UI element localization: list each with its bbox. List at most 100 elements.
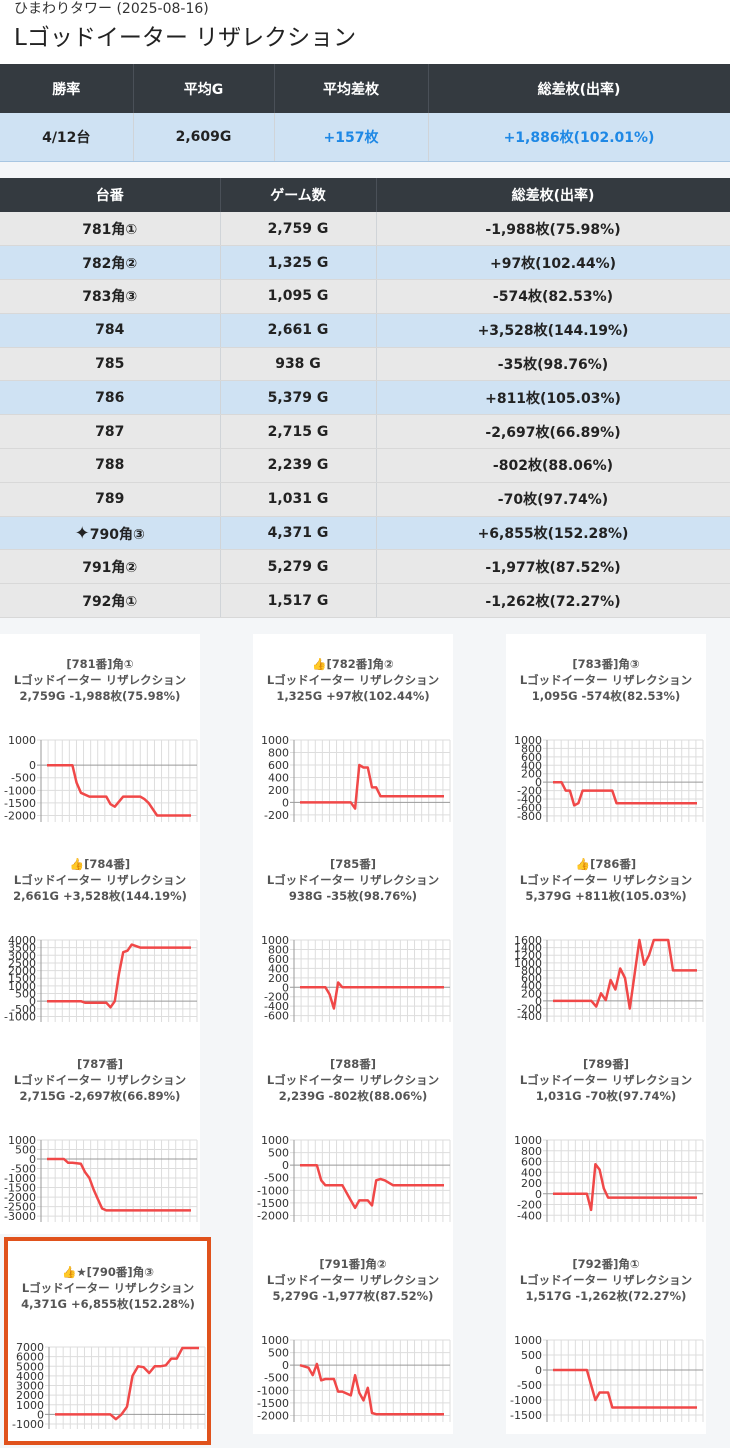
sparkle-icon: ✦ [74,522,90,544]
y-tick-label: 1000 [8,734,36,747]
chart-machine-name: Lゴッドイーター リザレクション [266,1073,440,1087]
y-tick-label: 400 [268,771,289,784]
table-row[interactable]: ✦790角③ 4,371 G +6,855枚(152.28%) [0,516,730,551]
line-chart: 40003500300025002000150010005000-500-100… [4,934,198,1023]
y-tick-label: -2000 [257,1409,289,1422]
table-row[interactable]: 787 2,715 G -2,697枚(66.89%) [0,414,730,450]
chart-machine-name: Lゴッドイーター リザレクション [13,1073,187,1087]
diff-cell: -1,262枚(72.27%) [376,583,730,619]
y-tick-label: 1000 [261,1334,289,1347]
y-tick-label: 3500 [8,942,36,955]
y-tick-label: -1000 [257,1184,289,1197]
series-line [553,1368,697,1409]
y-tick-label: 800 [521,742,542,755]
chart-unit-label: 👍[784番] [69,857,131,871]
table-row[interactable]: 785 938 G -35枚(98.76%) [0,347,730,382]
y-tick-label: -400 [517,793,542,806]
line-chart: 1000 0-500-1000-1500-2000 [4,734,198,822]
chart-stats: 5,279G -1,977枚(87.52%) [272,1289,434,1303]
chart-unit-label: 👍★[790番]角③ [62,1265,154,1279]
chart-card[interactable]: [783番]角③ Lゴッドイーター リザレクション 1,095G -574枚(82.… [506,634,706,834]
chart-machine-name: Lゴッドイーター リザレクション [519,1273,693,1287]
diff-cell: -1,977枚(87.52%) [376,549,730,585]
y-tick-label: -500 [264,1172,289,1185]
series-line [299,1362,444,1416]
y-tick-label: 800 [268,746,289,759]
chart-card[interactable]: [788番] Lゴッドイーター リザレクション 2,239G -802枚(88.06… [253,1034,453,1234]
table-row[interactable]: 788 2,239 G -802枚(88.06%) [0,448,730,483]
table-row[interactable]: 784 2,661 G +3,528枚(144.19%) [0,313,730,348]
y-tick-label: 400 [521,759,542,772]
chart-card[interactable]: [785番] Lゴッドイーター リザレクション 938G -35枚(98.76%) 1… [253,834,453,1034]
unit-cell: 791角② [0,549,221,585]
y-tick-label: 0 [282,796,289,809]
y-tick-label: -1000 [510,1394,542,1407]
diff-cell: -1,988枚(75.98%) [376,212,730,247]
chart-unit-label: [789番] [582,1057,630,1071]
chart-stats: 2,715G -2,697枚(66.89%) [19,1089,181,1103]
table-row[interactable]: 792角① 1,517 G -1,262枚(72.27%) [0,583,730,619]
y-tick-label: 500 [268,1347,289,1360]
chart-card[interactable]: [789番] Lゴッドイーター リザレクション 1,031G -70枚(97.74%… [506,1034,706,1234]
y-tick-label: 400 [521,980,542,993]
y-tick-label: 200 [521,1177,542,1190]
summary-table: 勝率 平均G 平均差枚 総差枚(出率) 4/12台 2,609G +157枚 +… [0,64,730,162]
chart-card[interactable]: 👍[782番]角② Lゴッドイーター リザレクション 1,325G +97枚(102… [253,634,453,834]
y-tick-label: 1200 [514,949,542,962]
y-tick-label: 3000 [8,949,36,962]
series-line [553,938,697,1010]
y-tick-label: 0 [282,1159,289,1172]
chart-card[interactable]: [791番]角② Lゴッドイーター リザレクション 5,279G -1,977枚(8… [253,1234,453,1434]
y-tick-label: 800 [521,964,542,977]
y-tick-label: -200 [517,1002,542,1015]
chart-machine-name: Lゴッドイーター リザレクション [266,873,440,887]
y-tick-label: 0 [37,1408,44,1421]
y-tick-label: -400 [264,1000,289,1013]
games-cell: 1,031 G [220,482,377,517]
chart-card[interactable]: 👍★[790番]角③ Lゴッドイーター リザレクション 4,371G +6,855枚… [8,1241,208,1441]
summary-avg-games: 2,609G [133,113,275,162]
table-row[interactable]: 791角② 5,279 G -1,977枚(87.52%) [0,549,730,585]
table-row[interactable]: 781角① 2,759 G -1,988枚(75.98%) [0,212,730,247]
series-line [553,1162,697,1212]
y-tick-label: -600 [517,801,542,814]
y-tick-label: -500 [11,772,36,785]
y-tick-label: -2500 [4,1201,36,1214]
chart-card[interactable]: [787番] Lゴッドイーター リザレクション 2,715G -2,697枚(66.… [0,1034,200,1234]
table-row[interactable]: 783角③ 1,095 G -574枚(82.53%) [0,279,730,314]
series-line [300,1163,444,1210]
games-cell: 5,279 G [220,549,377,585]
summary-header: 総差枚(出率) [428,64,730,113]
chart-card[interactable]: [792番]角① Lゴッドイーター リザレクション 1,517G -1,262枚(7… [506,1234,706,1434]
table-row[interactable]: 789 1,031 G -70枚(97.74%) [0,482,730,517]
y-tick-label: -1000 [4,784,36,797]
y-tick-label: -500 [11,1003,36,1016]
summary-win-rate: 4/12台 [0,113,134,162]
chart-card[interactable]: 👍[786番] Lゴッドイーター リザレクション 5,379G +811枚(105.… [506,834,706,1034]
y-tick-label: -1000 [257,1384,289,1397]
machine-header-row: 台番 ゲーム数 総差枚(出率) [0,178,730,212]
y-tick-label: -200 [264,809,289,822]
diff-cell: +811枚(105.03%) [376,380,730,416]
y-tick-label: 4000 [8,934,36,947]
y-tick-label: 1000 [261,734,289,747]
chart-card[interactable]: 👍[784番] Lゴッドイーター リザレクション 2,661G +3,528枚(14… [0,834,200,1034]
y-tick-label: 800 [521,1145,542,1158]
y-tick-label: -1500 [257,1397,289,1410]
table-row[interactable]: 782角② 1,325 G +97枚(102.44%) [0,245,730,281]
y-tick-label: -2000 [4,1191,36,1204]
games-cell: 2,759 G [220,212,377,247]
chart-card[interactable]: [781番]角① Lゴッドイーター リザレクション 2,759G -1,988枚(7… [0,634,200,834]
chart-unit-label: 👍[782番]角② [312,657,394,671]
unit-cell: 786 [0,380,221,416]
summary-header: 平均G [133,64,275,113]
chart-stats: 1,095G -574枚(82.53%) [531,689,681,703]
y-tick-label: 0 [29,995,36,1008]
y-tick-label: 0 [29,1153,36,1166]
table-row[interactable]: 786 5,379 G +811枚(105.03%) [0,380,730,416]
diff-cell: +3,528枚(144.19%) [376,313,730,348]
